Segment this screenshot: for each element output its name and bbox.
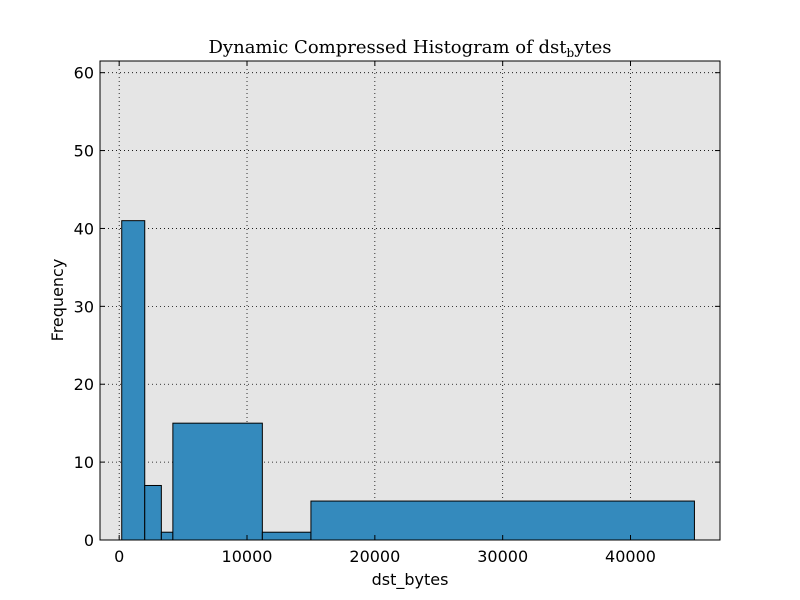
y-tick-label: 60	[74, 64, 94, 83]
plot-frame	[99, 60, 721, 541]
y-tick-label: 0	[84, 531, 94, 550]
x-tick-label: 0	[114, 547, 124, 566]
histogram-bar	[144, 484, 162, 541]
chart-title-suffix: ytes	[573, 37, 611, 58]
bars	[121, 220, 695, 541]
histogram-bar	[310, 500, 695, 541]
chart-title: Dynamic Compressed Histogram of dstbytes	[209, 37, 612, 60]
histogram-bar	[160, 531, 174, 541]
y-tick-label: 30	[74, 297, 94, 316]
histogram-bar	[261, 531, 312, 541]
ticks: 0 10000 20000 30000 40000 0 10 20 30 40 50 60	[74, 61, 720, 566]
x-tick-label: 40000	[605, 547, 656, 566]
y-tick-label: 50	[74, 142, 94, 161]
x-tick-label: 30000	[477, 547, 528, 566]
histogram-bar	[172, 422, 263, 541]
x-tick-label: 10000	[222, 547, 273, 566]
y-tick-label: 20	[74, 375, 94, 394]
histogram-bar	[121, 220, 146, 541]
x-tick-label: 20000	[349, 547, 400, 566]
chart-title-main: Dynamic Compressed Histogram of dst	[209, 37, 568, 58]
y-axis-label: Frequency	[48, 259, 67, 342]
y-tick-label: 40	[74, 219, 94, 238]
x-axis-label: dst_bytes	[372, 570, 449, 590]
chart-title-subscript: b	[567, 46, 575, 60]
y-tick-label: 10	[74, 453, 94, 472]
